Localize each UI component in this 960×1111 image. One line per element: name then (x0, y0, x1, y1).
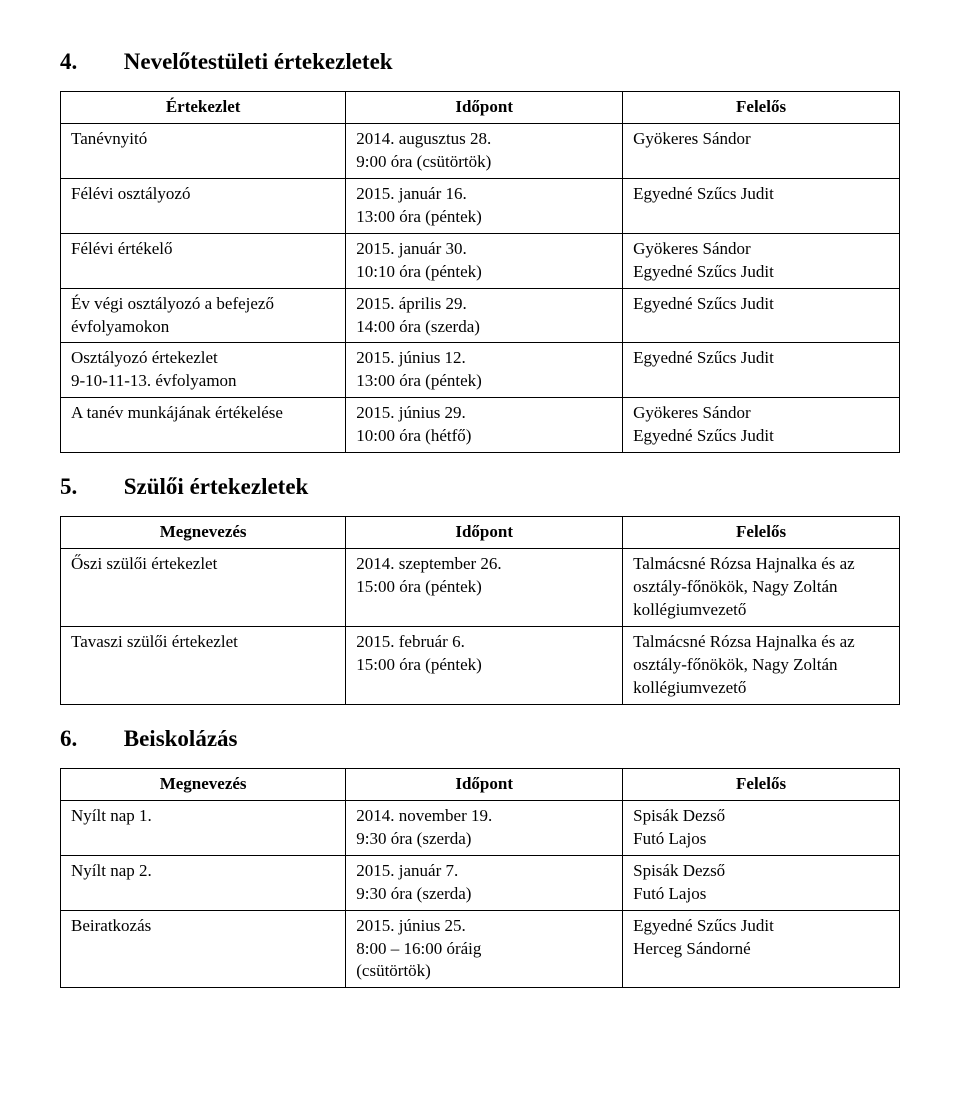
table-row: Nyílt nap 1. 2014. november 19.9:30 óra … (61, 800, 900, 855)
table-cell: Őszi szülői értekezlet (61, 549, 346, 627)
table-cell: Év végi osztályozó a befejező évfolyamok… (61, 288, 346, 343)
table-cell: 2015. június 12.13:00 óra (péntek) (346, 343, 623, 398)
table-row: Őszi szülői értekezlet 2014. szeptember … (61, 549, 900, 627)
table-cell: Nyílt nap 2. (61, 855, 346, 910)
table-cell: Nyílt nap 1. (61, 800, 346, 855)
section-4-heading: 4. Nevelőtestületi értekezletek (60, 46, 900, 77)
table-row: A tanév munkájának értékelése 2015. júni… (61, 398, 900, 453)
table-cell: Gyökeres SándorEgyedné Szűcs Judit (623, 233, 900, 288)
table-cell: 2015. június 29.10:00 óra (hétfő) (346, 398, 623, 453)
section-5-num: 5. (60, 471, 118, 502)
table-4-col1-header: Értekezlet (61, 92, 346, 124)
section-4-title: Nevelőtestületi értekezletek (124, 49, 393, 74)
table-cell: Egyedné Szűcs JuditHerceg Sándorné (623, 910, 900, 988)
table-cell: Talmácsné Rózsa Hajnalka és az osztály-f… (623, 627, 900, 705)
table-5-col3-header: Felelős (623, 517, 900, 549)
table-4-header-row: Értekezlet Időpont Felelős (61, 92, 900, 124)
table-row: Nyílt nap 2. 2015. január 7.9:30 óra (sz… (61, 855, 900, 910)
table-4-col2-header: Időpont (346, 92, 623, 124)
table-row: Beiratkozás 2015. június 25.8:00 – 16:00… (61, 910, 900, 988)
section-4-num: 4. (60, 46, 118, 77)
table-cell: Félévi értékelő (61, 233, 346, 288)
table-6: Megnevezés Időpont Felelős Nyílt nap 1. … (60, 768, 900, 989)
section-5-heading: 5. Szülői értekezletek (60, 471, 900, 502)
table-cell: Tanévnyitó (61, 123, 346, 178)
table-5: Megnevezés Időpont Felelős Őszi szülői é… (60, 516, 900, 705)
table-cell: 2015. január 7.9:30 óra (szerda) (346, 855, 623, 910)
section-6-num: 6. (60, 723, 118, 754)
table-4-col3-header: Felelős (623, 92, 900, 124)
table-row: Félévi értékelő 2015. január 30.10:10 ór… (61, 233, 900, 288)
table-cell: Talmácsné Rózsa Hajnalka és az osztály-f… (623, 549, 900, 627)
table-cell: 2014. szeptember 26.15:00 óra (péntek) (346, 549, 623, 627)
section-6-title: Beiskolázás (124, 726, 238, 751)
table-cell: Gyökeres SándorEgyedné Szűcs Judit (623, 398, 900, 453)
table-6-col3-header: Felelős (623, 768, 900, 800)
table-row: Tavaszi szülői értekezlet 2015. február … (61, 627, 900, 705)
table-cell: 2015. január 30.10:10 óra (péntek) (346, 233, 623, 288)
table-cell: Beiratkozás (61, 910, 346, 988)
section-5-title: Szülői értekezletek (124, 474, 309, 499)
table-cell: 2014. november 19.9:30 óra (szerda) (346, 800, 623, 855)
table-6-col1-header: Megnevezés (61, 768, 346, 800)
table-cell: Egyedné Szűcs Judit (623, 288, 900, 343)
table-cell: Egyedné Szűcs Judit (623, 343, 900, 398)
table-cell: 2015. február 6.15:00 óra (péntek) (346, 627, 623, 705)
table-5-col1-header: Megnevezés (61, 517, 346, 549)
table-cell: Félévi osztályozó (61, 178, 346, 233)
table-6-col2-header: Időpont (346, 768, 623, 800)
table-cell: Tavaszi szülői értekezlet (61, 627, 346, 705)
table-cell: Egyedné Szűcs Judit (623, 178, 900, 233)
table-cell: 2015. április 29.14:00 óra (szerda) (346, 288, 623, 343)
table-5-col2-header: Időpont (346, 517, 623, 549)
table-cell: 2015. június 25.8:00 – 16:00 óráig(csütö… (346, 910, 623, 988)
table-row: Félévi osztályozó 2015. január 16.13:00 … (61, 178, 900, 233)
table-cell: Spisák DezsőFutó Lajos (623, 800, 900, 855)
table-row: Osztályozó értekezlet9-10-11-13. évfolya… (61, 343, 900, 398)
table-cell: 2014. augusztus 28.9:00 óra (csütörtök) (346, 123, 623, 178)
table-cell: Spisák DezsőFutó Lajos (623, 855, 900, 910)
table-cell: Osztályozó értekezlet9-10-11-13. évfolya… (61, 343, 346, 398)
section-6-heading: 6. Beiskolázás (60, 723, 900, 754)
table-4: Értekezlet Időpont Felelős Tanévnyitó 20… (60, 91, 900, 453)
table-row: Tanévnyitó 2014. augusztus 28.9:00 óra (… (61, 123, 900, 178)
table-row: Év végi osztályozó a befejező évfolyamok… (61, 288, 900, 343)
table-5-header-row: Megnevezés Időpont Felelős (61, 517, 900, 549)
table-cell: Gyökeres Sándor (623, 123, 900, 178)
table-cell: A tanév munkájának értékelése (61, 398, 346, 453)
table-cell: 2015. január 16.13:00 óra (péntek) (346, 178, 623, 233)
table-6-header-row: Megnevezés Időpont Felelős (61, 768, 900, 800)
